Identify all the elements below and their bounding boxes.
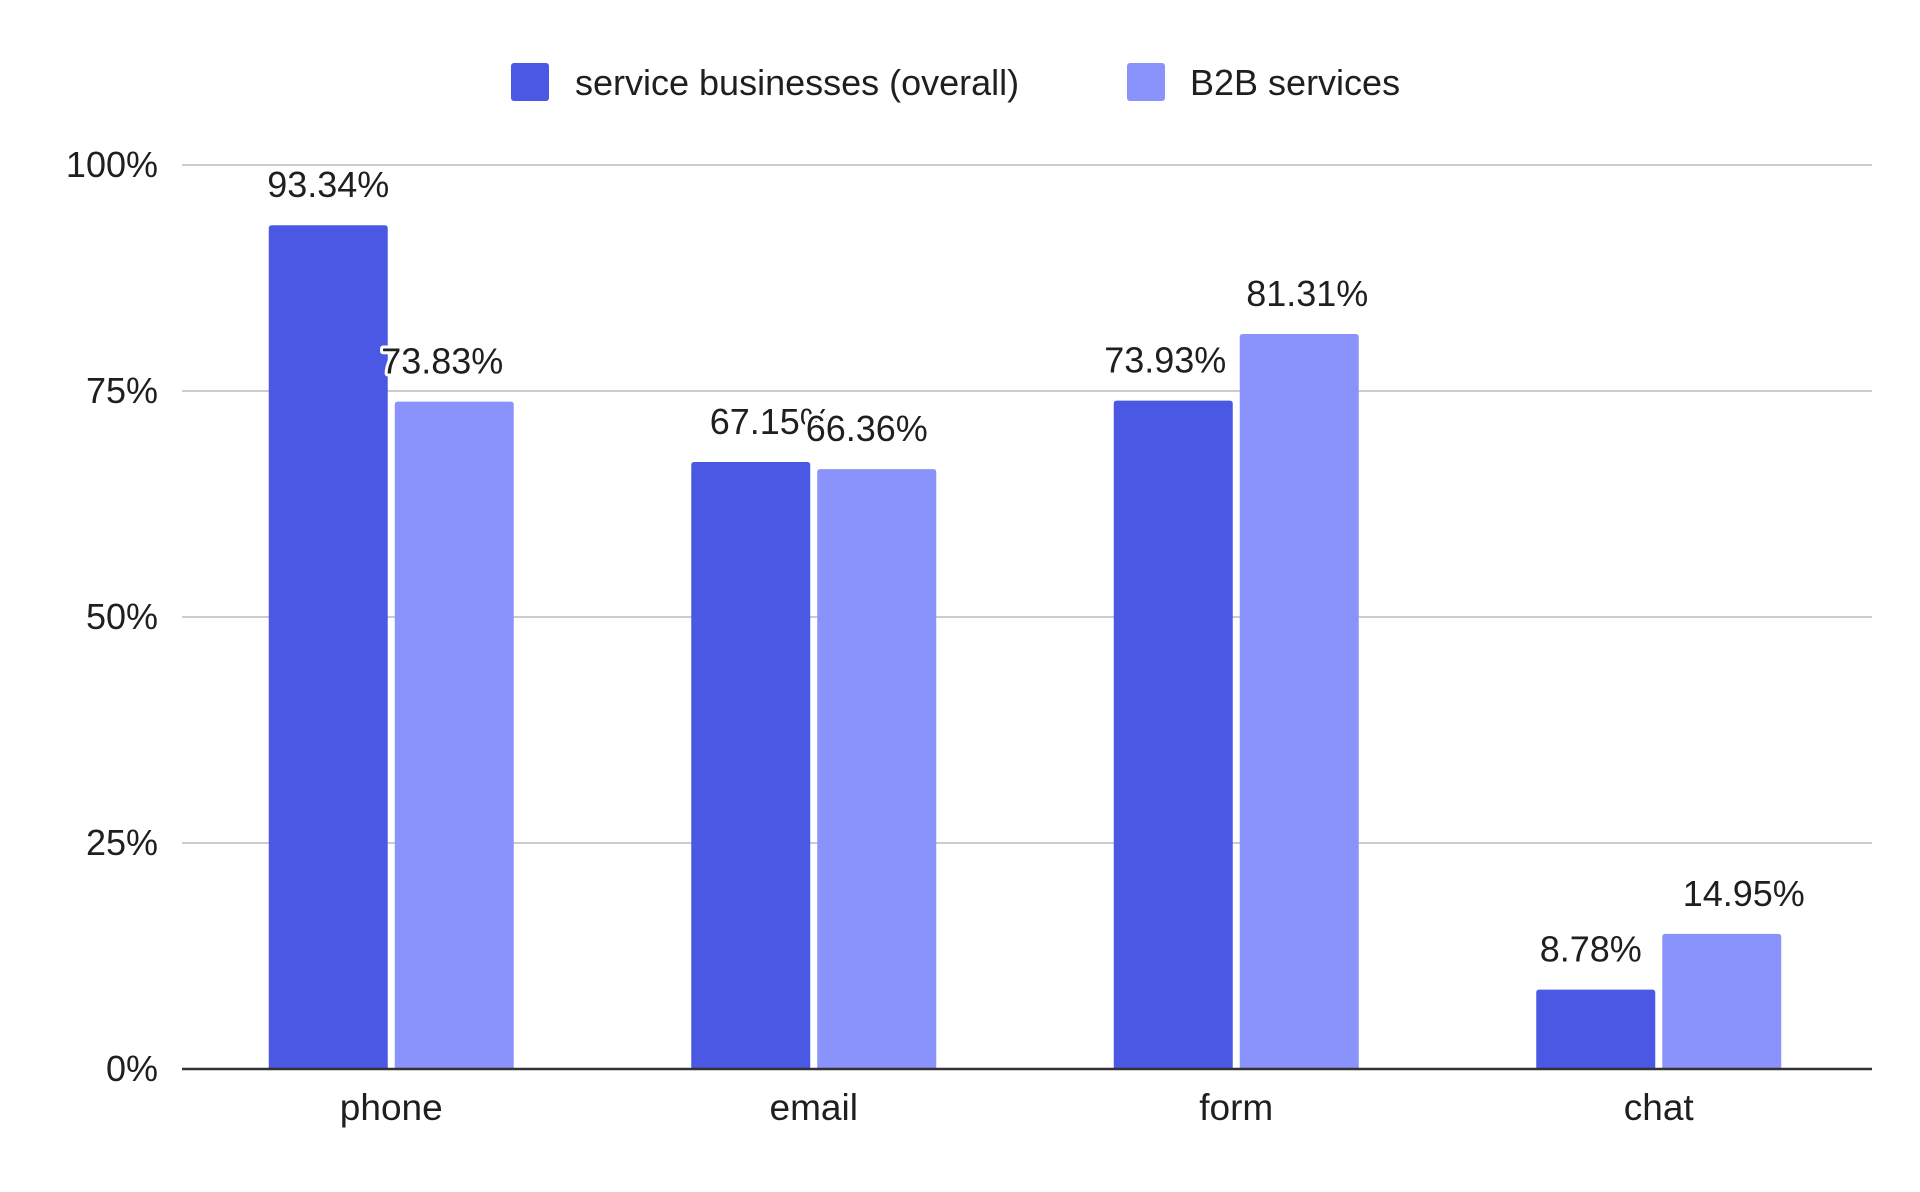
y-tick-label: 25% bbox=[86, 822, 158, 863]
x-axis-categories: phone email form chat bbox=[340, 1087, 1695, 1128]
legend-label: B2B services bbox=[1190, 62, 1400, 103]
bar-b2b-chat bbox=[1662, 933, 1782, 1069]
data-label: 81.31% bbox=[1246, 273, 1368, 314]
bar-overall-chat bbox=[1536, 989, 1656, 1069]
legend: service businesses (overall) B2B services bbox=[511, 62, 1400, 103]
bar-b2b-email bbox=[817, 469, 937, 1069]
data-label: 14.95% bbox=[1683, 873, 1805, 914]
data-label: 67.15% bbox=[710, 401, 832, 442]
legend-swatch bbox=[511, 63, 549, 101]
y-tick-label: 75% bbox=[86, 370, 158, 411]
y-tick-label: 100% bbox=[66, 144, 158, 185]
bar-overall-form bbox=[1113, 400, 1233, 1069]
bars bbox=[268, 225, 1782, 1070]
data-label: 73.93% bbox=[1104, 340, 1226, 381]
bar-overall-email bbox=[691, 461, 811, 1069]
bar-overall-phone bbox=[268, 225, 388, 1069]
x-category-label: form bbox=[1199, 1087, 1273, 1128]
legend-swatch bbox=[1127, 63, 1165, 101]
x-category-label: phone bbox=[340, 1087, 443, 1128]
bar-b2b-phone bbox=[394, 401, 514, 1070]
y-axis-ticks: 0% 25% 50% 75% 100% bbox=[66, 144, 158, 1089]
y-tick-label: 50% bbox=[86, 596, 158, 637]
y-tick-label: 0% bbox=[106, 1048, 158, 1089]
data-labels: 93.34% 73.83% 67.15%66.36% 73.93% 81.31% 8.78… bbox=[264, 161, 1808, 972]
data-label: 66.36% bbox=[806, 408, 928, 449]
legend-label: service businesses (overall) bbox=[575, 62, 1019, 103]
x-category-label: email bbox=[770, 1087, 858, 1128]
data-label: 93.34% bbox=[267, 164, 389, 205]
x-category-label: chat bbox=[1624, 1087, 1695, 1128]
data-label: 73.83% bbox=[381, 341, 503, 382]
data-label: 8.78% bbox=[1540, 929, 1642, 970]
bar-b2b-form bbox=[1239, 333, 1359, 1069]
